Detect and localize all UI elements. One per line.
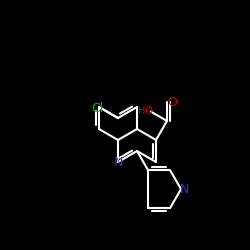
- Text: N: N: [179, 182, 189, 196]
- Text: HO: HO: [138, 106, 153, 116]
- Text: N: N: [113, 156, 123, 168]
- Text: Cl: Cl: [92, 102, 104, 114]
- Text: O: O: [167, 96, 177, 109]
